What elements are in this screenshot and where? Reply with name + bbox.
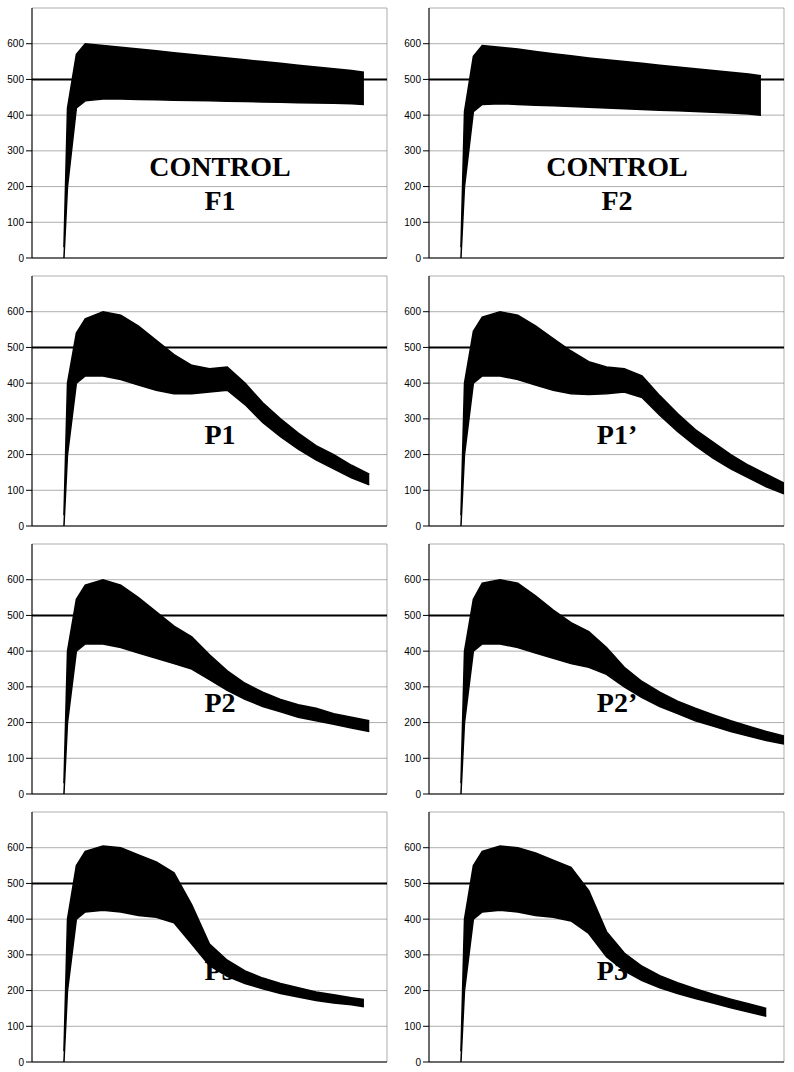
svg-text:100: 100: [7, 1021, 24, 1032]
svg-text:600: 600: [404, 842, 421, 853]
svg-text:100: 100: [404, 753, 421, 764]
svg-text:300: 300: [404, 145, 421, 156]
svg-text:400: 400: [7, 914, 24, 925]
svg-text:100: 100: [7, 753, 24, 764]
svg-text:500: 500: [7, 342, 24, 353]
svg-text:0: 0: [415, 1057, 421, 1068]
svg-text:0: 0: [18, 521, 24, 532]
svg-text:0: 0: [415, 253, 421, 264]
svg-text:100: 100: [404, 1021, 421, 1032]
svg-text:400: 400: [7, 646, 24, 657]
svg-text:100: 100: [404, 485, 421, 496]
svg-text:600: 600: [404, 574, 421, 585]
svg-text:400: 400: [404, 914, 421, 925]
html-text:P3: P3: [204, 955, 236, 986]
svg-text:0: 0: [415, 789, 421, 800]
svg-text:300: 300: [7, 413, 24, 424]
svg-text:200: 200: [7, 181, 24, 192]
html-text:P1: P1: [204, 419, 236, 450]
svg-text:200: 200: [404, 449, 421, 460]
svg-text:400: 400: [7, 110, 24, 121]
svg-text:300: 300: [7, 681, 24, 692]
html-text:P2’: P2’: [596, 687, 638, 718]
svg-text:500: 500: [7, 878, 24, 889]
svg-text:500: 500: [7, 610, 24, 621]
svg-text:300: 300: [404, 949, 421, 960]
svg-text:200: 200: [7, 717, 24, 728]
html-text:CONTROL: CONTROL: [149, 151, 291, 182]
svg-text:200: 200: [7, 985, 24, 996]
html-text:CONTROL: CONTROL: [546, 151, 688, 182]
svg-text:300: 300: [404, 413, 421, 424]
svg-text:200: 200: [404, 181, 421, 192]
svg-text:600: 600: [404, 306, 421, 317]
svg-text:200: 200: [404, 717, 421, 728]
svg-text:300: 300: [7, 145, 24, 156]
html-text:P3’: P3’: [596, 955, 638, 986]
svg-text:600: 600: [404, 38, 421, 49]
html-text:P1’: P1’: [596, 419, 638, 450]
html-text:F2: F2: [601, 185, 633, 216]
svg-text:100: 100: [7, 485, 24, 496]
svg-text:100: 100: [7, 217, 24, 228]
svg-text:500: 500: [404, 342, 421, 353]
svg-text:600: 600: [7, 38, 24, 49]
svg-text:500: 500: [404, 74, 421, 85]
svg-text:0: 0: [18, 789, 24, 800]
svg-text:500: 500: [404, 610, 421, 621]
svg-text:500: 500: [404, 878, 421, 889]
svg-text:0: 0: [18, 253, 24, 264]
svg-text:600: 600: [7, 842, 24, 853]
svg-text:500: 500: [7, 74, 24, 85]
svg-text:0: 0: [18, 1057, 24, 1068]
svg-text:600: 600: [7, 306, 24, 317]
svg-text:400: 400: [7, 378, 24, 389]
svg-text:200: 200: [404, 985, 421, 996]
svg-text:200: 200: [7, 449, 24, 460]
svg-text:400: 400: [404, 646, 421, 657]
svg-text:100: 100: [404, 217, 421, 228]
html-text:F1: F1: [204, 185, 236, 216]
svg-text:400: 400: [404, 110, 421, 121]
svg-text:600: 600: [7, 574, 24, 585]
svg-text:300: 300: [404, 681, 421, 692]
html-text:P2: P2: [204, 687, 236, 718]
svg-text:400: 400: [404, 378, 421, 389]
svg-text:300: 300: [7, 949, 24, 960]
svg-text:0: 0: [415, 521, 421, 532]
